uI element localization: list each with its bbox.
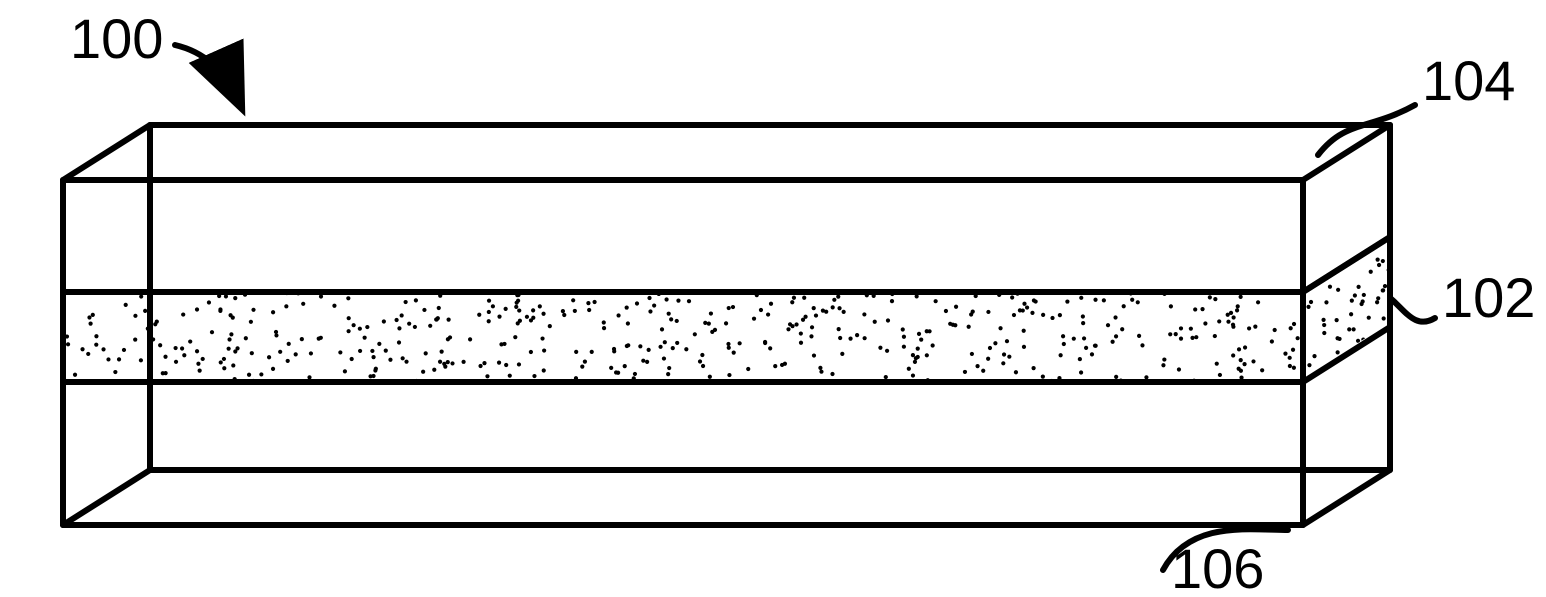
label-assembly: 100 (70, 7, 163, 70)
middle-layer-fill (61, 235, 1390, 384)
label-middle-layer: 102 (1442, 266, 1535, 329)
label-bottom-layer: 106 (1171, 537, 1264, 597)
layered-block-diagram: 100 104 102 106 (0, 0, 1546, 597)
label-top-layer: 104 (1422, 49, 1515, 112)
